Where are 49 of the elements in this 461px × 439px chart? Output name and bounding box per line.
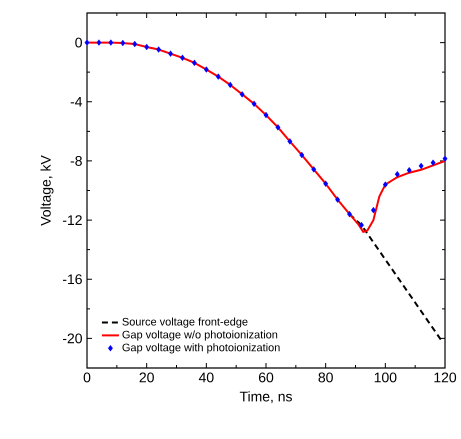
point xyxy=(275,124,280,131)
x-tick-label: 60 xyxy=(258,372,274,382)
point xyxy=(132,40,138,48)
point xyxy=(323,180,328,187)
point xyxy=(216,73,221,80)
point xyxy=(156,46,162,53)
point xyxy=(240,91,245,98)
point xyxy=(108,39,114,46)
legend-label: Source voltage front-edge xyxy=(122,318,248,328)
point xyxy=(335,196,340,203)
point xyxy=(287,138,292,145)
x-axis-title: Time, ns xyxy=(240,391,292,404)
point xyxy=(299,152,304,158)
point xyxy=(370,206,376,214)
point xyxy=(311,166,316,173)
point xyxy=(84,39,90,46)
point xyxy=(120,40,126,46)
y-axis-title: Voltage, kV xyxy=(40,155,54,226)
point xyxy=(228,82,233,88)
y-tick-label: -20 xyxy=(62,333,82,344)
y-tick-label: 0 xyxy=(75,38,82,48)
legend-label: Gap voltage w/o photoionization xyxy=(122,330,278,341)
point xyxy=(382,181,388,188)
point xyxy=(442,155,448,162)
point xyxy=(394,171,400,178)
point xyxy=(180,54,185,61)
x-tick-label: 100 xyxy=(374,372,396,382)
x-tick-label: 0 xyxy=(84,372,90,382)
x-tick-label: 120 xyxy=(434,372,456,382)
point xyxy=(418,162,424,170)
point xyxy=(96,39,102,46)
legend-label: Gap voltage with photoionization xyxy=(122,343,280,354)
y-tick-label: -4 xyxy=(70,96,82,107)
x-tick-label: 20 xyxy=(140,372,154,382)
y-tick-label: -16 xyxy=(62,274,82,284)
point xyxy=(359,222,364,228)
point xyxy=(168,50,173,57)
x-tick-label: 80 xyxy=(318,372,333,382)
point xyxy=(430,159,436,166)
point xyxy=(144,44,150,50)
point xyxy=(406,167,412,174)
point xyxy=(347,210,352,218)
point xyxy=(252,100,257,107)
x-tick-label: 40 xyxy=(198,372,214,382)
y-tick-label: -8 xyxy=(70,156,82,166)
point xyxy=(264,112,268,118)
point xyxy=(192,60,197,66)
point xyxy=(204,66,209,73)
y-tick-label: -12 xyxy=(62,215,82,225)
